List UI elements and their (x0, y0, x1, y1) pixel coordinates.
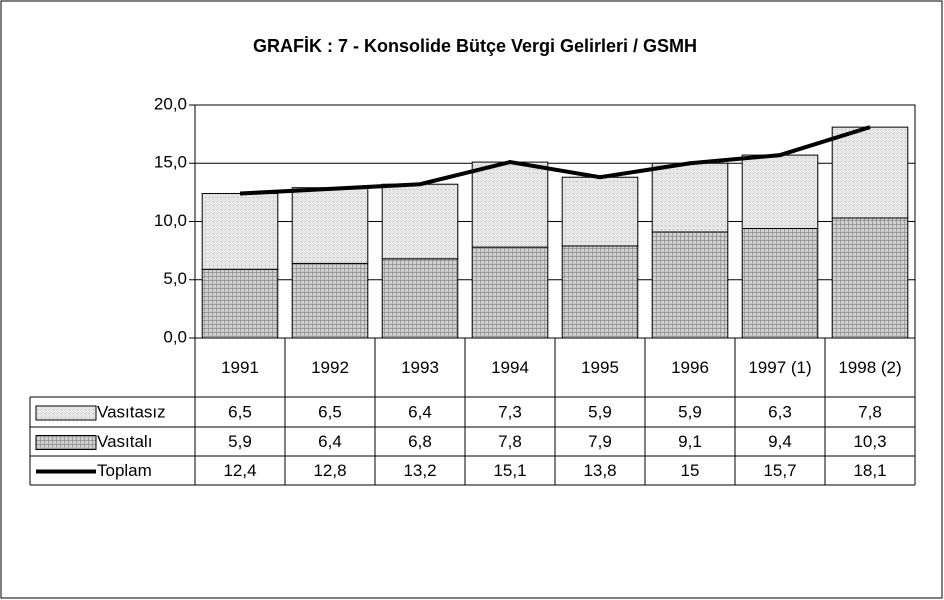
line (239, 125, 871, 196)
bar (561, 176, 639, 247)
table-value: 12,4 (223, 461, 256, 480)
bar (831, 217, 909, 339)
bar (741, 227, 819, 339)
x-tick-label: 1996 (671, 358, 709, 377)
bar (381, 183, 459, 260)
table-value: 9,1 (678, 432, 702, 451)
table-value: 15,1 (493, 461, 526, 480)
bar (651, 162, 729, 233)
bar (651, 231, 729, 339)
table-value: 10,3 (853, 432, 886, 451)
x-tick-label: 1998 (2) (838, 358, 901, 377)
table-value: 13,8 (583, 461, 616, 480)
table-value: 9,4 (768, 432, 792, 451)
table-value: 7,8 (858, 402, 882, 421)
legend-label: Vasıtalı (97, 432, 152, 451)
y-tick-label: 15,0 (154, 153, 187, 172)
table-value: 5,9 (588, 402, 612, 421)
bar (831, 126, 909, 219)
bar (561, 245, 639, 339)
table-value: 6,8 (408, 432, 432, 451)
table-value: 15,7 (763, 461, 796, 480)
table-value: 7,9 (588, 432, 612, 451)
legend-label: Toplam (97, 461, 152, 480)
y-tick-label: 0,0 (163, 327, 187, 346)
x-tick-label: 1997 (1) (748, 358, 811, 377)
bar (291, 262, 369, 339)
bar (291, 187, 369, 264)
table-value: 6,4 (318, 432, 342, 451)
legend-swatch (35, 435, 97, 450)
x-tick-label: 1991 (221, 358, 259, 377)
bar (471, 246, 549, 339)
bar (381, 258, 459, 339)
table-value: 6,5 (228, 402, 252, 421)
chart-title: GRAFİK : 7 - Konsolide Bütçe Vergi Gelir… (253, 36, 697, 56)
x-tick-label: 1994 (491, 358, 529, 377)
table-value: 6,3 (768, 402, 792, 421)
bar (471, 161, 549, 248)
table-value: 6,5 (318, 402, 342, 421)
table-value: 18,1 (853, 461, 886, 480)
x-tick-label: 1992 (311, 358, 349, 377)
legend-label: Vasıtasız (97, 402, 166, 421)
y-tick-label: 20,0 (154, 94, 187, 113)
table-value: 15 (681, 461, 700, 480)
table-value: 12,8 (313, 461, 346, 480)
bar (201, 268, 279, 339)
table-value: 7,8 (498, 432, 522, 451)
y-tick-label: 5,0 (163, 269, 187, 288)
legend-swatch (35, 405, 97, 421)
y-tick-label: 10,0 (154, 211, 187, 230)
table-value: 6,4 (408, 402, 432, 421)
x-tick-label: 1993 (401, 358, 439, 377)
table-value: 5,9 (678, 402, 702, 421)
x-tick-label: 1995 (581, 358, 619, 377)
bar (741, 154, 819, 229)
table-value: 5,9 (228, 432, 252, 451)
table-value: 7,3 (498, 402, 522, 421)
table-value: 13,2 (403, 461, 436, 480)
bar (201, 193, 279, 270)
